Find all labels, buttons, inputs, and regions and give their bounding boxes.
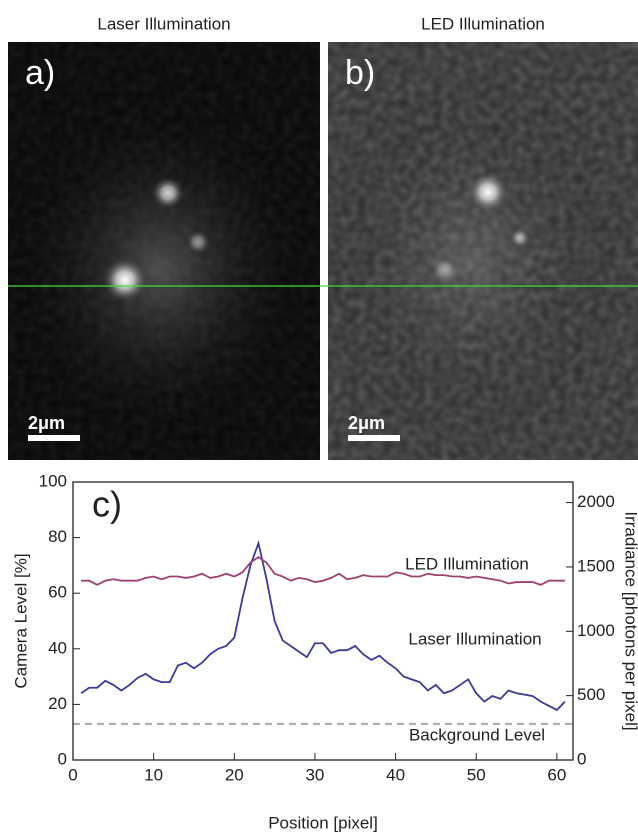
x-tick-label: 30 (305, 765, 324, 784)
scale-bar-label: 2μm (348, 413, 385, 433)
x-tick-label: 40 (386, 765, 405, 784)
y-tick-label: 0 (58, 749, 67, 768)
y-tick-label: 80 (48, 527, 67, 546)
y2-tick-label: 500 (577, 685, 605, 704)
scale-bar-label: 2μm (28, 413, 65, 433)
panel-title: LED Illumination (421, 14, 545, 33)
y-tick-label: 20 (48, 694, 67, 713)
chart-label: c) (92, 484, 122, 525)
y2-tick-label: 1000 (577, 621, 615, 640)
series-line (80, 539, 566, 712)
y-tick-label: 60 (48, 583, 67, 602)
scale-bar (28, 435, 80, 441)
x-tick-label: 10 (144, 765, 163, 784)
laser-image (8, 42, 320, 460)
panel-title: Laser Illumination (97, 14, 230, 33)
y2-tick-label: 0 (577, 749, 586, 768)
plot-frame (72, 481, 574, 761)
x-tick-label: 60 (547, 765, 566, 784)
y-tick-label: 100 (39, 471, 67, 490)
x-tick-label: 0 (68, 765, 77, 784)
series-label: Laser Illumination (408, 629, 541, 648)
panel-label: a) (25, 54, 55, 92)
scale-bar (348, 435, 400, 441)
y-tick-label: 40 (48, 638, 67, 657)
panel-label: b) (345, 54, 375, 92)
y2-axis-label: Irradiance [photons per pixel] (622, 511, 638, 730)
x-tick-label: 20 (225, 765, 244, 784)
led-image (328, 42, 638, 460)
x-axis-label: Position [pixel] (268, 813, 378, 832)
series-line (81, 555, 565, 586)
reference-label: Background Level (409, 725, 545, 744)
series-label: LED Illumination (405, 554, 529, 573)
y2-tick-label: 1500 (577, 556, 615, 575)
y-axis-label: Camera Level [%] (11, 553, 30, 688)
y2-tick-label: 2000 (577, 492, 615, 511)
x-tick-label: 50 (467, 765, 486, 784)
